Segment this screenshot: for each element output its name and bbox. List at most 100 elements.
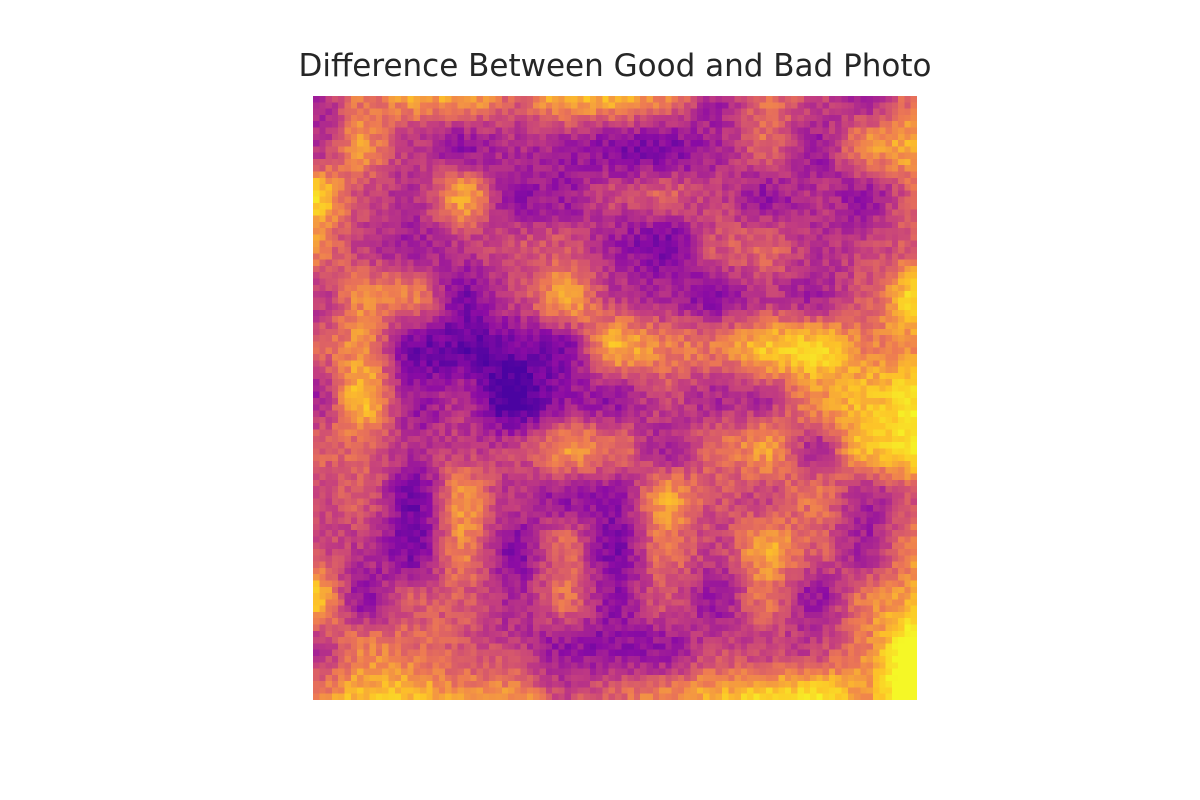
heatmap-cell — [596, 221, 603, 229]
heatmap-cell — [828, 341, 836, 348]
heatmap-cell — [822, 416, 830, 424]
heatmap-cell — [791, 228, 798, 235]
heatmap-cell — [432, 272, 439, 279]
heatmap-cell — [633, 171, 641, 178]
heatmap-cell — [784, 240, 792, 248]
heatmap-cell — [558, 278, 565, 285]
heatmap-cell — [627, 96, 635, 103]
heatmap-cell — [841, 108, 848, 116]
heatmap-cell — [835, 328, 842, 336]
heatmap-cell — [797, 385, 804, 392]
heatmap-cell — [621, 391, 628, 399]
heatmap-cell — [847, 272, 855, 279]
heatmap-cell — [816, 202, 823, 210]
heatmap-cell — [344, 291, 351, 298]
heatmap-cell — [596, 328, 603, 336]
heatmap-cell — [652, 146, 660, 153]
heatmap-cell — [602, 303, 609, 311]
heatmap-cell — [753, 133, 760, 141]
heatmap-cell — [709, 265, 716, 273]
heatmap-cell — [558, 284, 565, 292]
heatmap-cell — [872, 114, 880, 122]
heatmap-cell — [508, 140, 515, 147]
heatmap-cell — [690, 240, 697, 248]
heatmap-cell — [438, 121, 446, 128]
heatmap-cell — [331, 360, 339, 367]
heatmap-cell — [627, 291, 635, 298]
heatmap-cell — [514, 140, 521, 147]
heatmap-cell — [482, 335, 490, 342]
heatmap-cell — [784, 372, 792, 380]
heatmap-cell — [646, 190, 653, 197]
heatmap-cell — [350, 102, 358, 109]
heatmap-cell — [570, 114, 578, 122]
heatmap-cell — [615, 385, 622, 392]
heatmap-cell — [703, 102, 710, 109]
heatmap-cell — [495, 158, 502, 166]
heatmap-cell — [797, 309, 804, 317]
heatmap-cell — [331, 297, 339, 304]
heatmap-cell — [747, 202, 754, 210]
heatmap-cell — [747, 322, 754, 329]
heatmap-cell — [407, 265, 414, 273]
heatmap-cell — [627, 140, 635, 147]
heatmap-cell — [313, 335, 320, 342]
heatmap-cell — [891, 272, 899, 279]
heatmap-cell — [426, 341, 433, 348]
heatmap-cell — [426, 303, 433, 311]
heatmap-cell — [438, 391, 446, 399]
heatmap-cell — [797, 379, 804, 386]
heatmap-cell — [740, 316, 748, 323]
heatmap-cell — [728, 102, 735, 109]
heatmap-cell — [401, 140, 408, 147]
heatmap-cell — [426, 140, 433, 147]
heatmap-cell — [445, 253, 452, 260]
heatmap-cell — [495, 297, 502, 304]
heatmap-cell — [891, 259, 899, 267]
heatmap-cell — [489, 202, 496, 210]
heatmap-cell — [885, 278, 892, 285]
heatmap-cell — [438, 215, 446, 222]
heatmap-cell — [369, 391, 377, 399]
heatmap-cell — [401, 221, 408, 229]
heatmap-cell — [753, 341, 760, 348]
heatmap-cell — [589, 228, 597, 235]
heatmap-cell — [671, 121, 679, 128]
heatmap-cell — [451, 416, 458, 424]
heatmap-cell — [810, 121, 817, 128]
heatmap-cell — [784, 234, 792, 241]
heatmap-cell — [558, 328, 565, 336]
heatmap-cell — [721, 221, 729, 229]
heatmap-cell — [344, 303, 351, 311]
heatmap-cell — [803, 372, 811, 380]
heatmap-cell — [533, 284, 540, 292]
heatmap-cell — [772, 253, 779, 260]
heatmap-cell — [508, 184, 515, 191]
heatmap-cell — [539, 228, 546, 235]
heatmap-cell — [759, 259, 767, 267]
heatmap-cell — [325, 133, 333, 141]
heatmap-cell — [728, 228, 735, 235]
heatmap-cell — [709, 410, 716, 418]
heatmap-cell — [633, 379, 641, 386]
heatmap-cell — [753, 140, 760, 147]
heatmap-cell — [734, 108, 741, 116]
heatmap-cell — [891, 228, 899, 235]
heatmap-cell — [885, 196, 892, 204]
heatmap-cell — [778, 316, 786, 323]
heatmap-cell — [879, 221, 886, 229]
heatmap-cell — [577, 196, 584, 204]
heatmap-cell — [879, 366, 886, 373]
heatmap-cell — [898, 158, 905, 166]
heatmap-cell — [854, 341, 861, 348]
heatmap-cell — [570, 416, 578, 424]
heatmap-cell — [640, 410, 647, 418]
heatmap-cell — [476, 127, 484, 134]
heatmap-cell — [394, 385, 402, 392]
heatmap-cell — [413, 291, 421, 298]
heatmap-cell — [659, 303, 666, 311]
heatmap-cell — [445, 152, 452, 160]
heatmap-cell — [872, 297, 880, 304]
heatmap-cell — [784, 410, 792, 418]
heatmap-cell — [369, 108, 377, 116]
